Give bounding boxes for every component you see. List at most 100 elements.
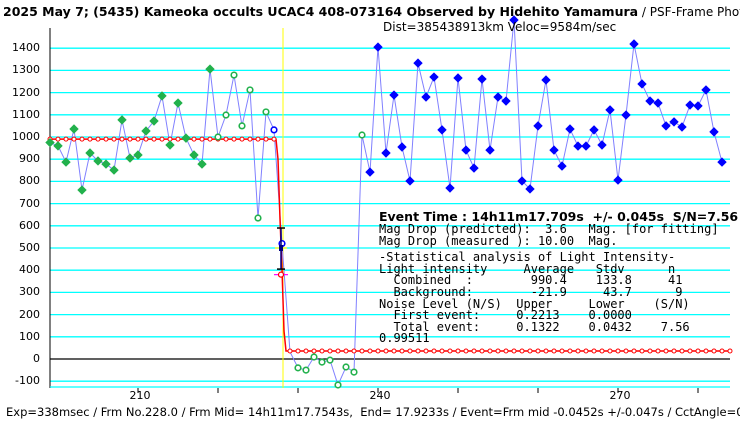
data-point <box>350 368 358 376</box>
data-point <box>485 145 495 155</box>
chart-title: 2025 May 7; (5435) Kameoka occults UCAC4… <box>3 4 740 19</box>
y-tick-label: 200 <box>19 307 40 321</box>
y-tick-label: -100 <box>15 374 40 388</box>
data-point <box>310 353 318 361</box>
y-tick-label: 400 <box>19 263 40 277</box>
data-point <box>597 140 607 150</box>
model-crossing-point <box>277 271 285 278</box>
data-point <box>557 161 567 171</box>
model-point <box>463 348 469 354</box>
model-point <box>599 348 605 354</box>
data-point <box>358 131 366 139</box>
data-point <box>302 366 310 374</box>
model-point <box>287 348 293 354</box>
model-point <box>55 136 61 142</box>
model-point <box>495 348 501 354</box>
y-tick-label: 1000 <box>12 130 40 143</box>
model-point <box>519 348 525 354</box>
data-point <box>205 64 215 74</box>
data-point <box>165 140 175 150</box>
model-point <box>71 136 77 142</box>
model-point <box>175 136 181 142</box>
data-point <box>589 125 599 135</box>
data-point <box>717 157 727 167</box>
model-point <box>511 348 517 354</box>
data-point <box>573 141 583 151</box>
data-point <box>661 121 671 131</box>
data-point <box>389 90 399 100</box>
stats-line: 0.99511 <box>379 331 430 346</box>
chart-subtitle: Dist=385438913km Veloc=9584m/sec <box>383 20 617 34</box>
model-point <box>375 348 381 354</box>
data-point <box>254 214 262 222</box>
y-tick-label: 500 <box>19 241 40 254</box>
model-point <box>143 136 149 142</box>
data-point <box>117 115 127 125</box>
data-point <box>149 116 159 126</box>
y-tick-label: 600 <box>19 218 40 232</box>
data-point <box>93 156 103 166</box>
model-point <box>607 348 613 354</box>
model-point <box>351 348 357 354</box>
model-point <box>623 348 629 354</box>
model-point <box>687 348 693 354</box>
y-tick-label: 100 <box>19 329 40 343</box>
y-tick-label: 800 <box>19 174 40 188</box>
model-point <box>111 136 117 142</box>
model-point <box>535 348 541 354</box>
model-point <box>647 348 653 354</box>
data-point <box>141 126 151 136</box>
y-tick-label: 1300 <box>12 63 40 77</box>
model-point <box>231 136 237 142</box>
data-point <box>270 126 278 134</box>
data-point <box>645 96 655 106</box>
model-point <box>415 348 421 354</box>
model-point <box>663 348 669 354</box>
data-point <box>445 183 455 193</box>
model-point <box>447 348 453 354</box>
model-point <box>559 348 565 354</box>
model-point <box>303 348 309 354</box>
data-point <box>565 124 575 134</box>
x-tick-label: 240 <box>369 389 391 402</box>
event-time: Event Time : 14h11m17.709s +/- 0.045s S/… <box>379 209 739 224</box>
data-point <box>469 163 479 173</box>
model-point <box>399 348 405 354</box>
data-point <box>133 150 143 160</box>
stats-line: Mag Drop (predicted): 3.6 Mag. [for fitt… <box>379 222 719 236</box>
data-point <box>709 127 719 137</box>
data-point <box>669 117 679 127</box>
model-point <box>127 136 133 142</box>
model-point <box>239 136 245 142</box>
model-point <box>343 348 349 354</box>
data-point <box>294 364 302 372</box>
model-point <box>719 348 725 354</box>
data-point <box>509 15 519 25</box>
model-point <box>295 348 301 354</box>
data-point <box>181 133 191 143</box>
model-point <box>119 136 125 142</box>
data-point <box>222 111 230 119</box>
model-point <box>367 348 373 354</box>
data-point <box>238 122 246 130</box>
data-point <box>53 141 63 151</box>
data-point <box>326 356 334 364</box>
stats-line: Mag Drop (measured ): 10.00 Mag. <box>379 233 618 248</box>
model-point <box>455 348 461 354</box>
model-point <box>471 348 477 354</box>
y-tick-label: 900 <box>19 152 40 166</box>
stats-line: Total event: 0.1322 0.0432 7.56 <box>379 319 690 334</box>
data-point <box>533 121 543 131</box>
model-point <box>159 136 165 142</box>
y-tick-label: 1400 <box>12 41 40 55</box>
model-point <box>223 136 229 142</box>
data-point <box>189 150 199 160</box>
model-point <box>655 348 661 354</box>
model-point <box>487 348 493 354</box>
model-point <box>311 348 317 354</box>
model-point <box>327 348 333 354</box>
model-point <box>383 348 389 354</box>
data-point <box>246 86 254 94</box>
data-point <box>693 101 703 111</box>
